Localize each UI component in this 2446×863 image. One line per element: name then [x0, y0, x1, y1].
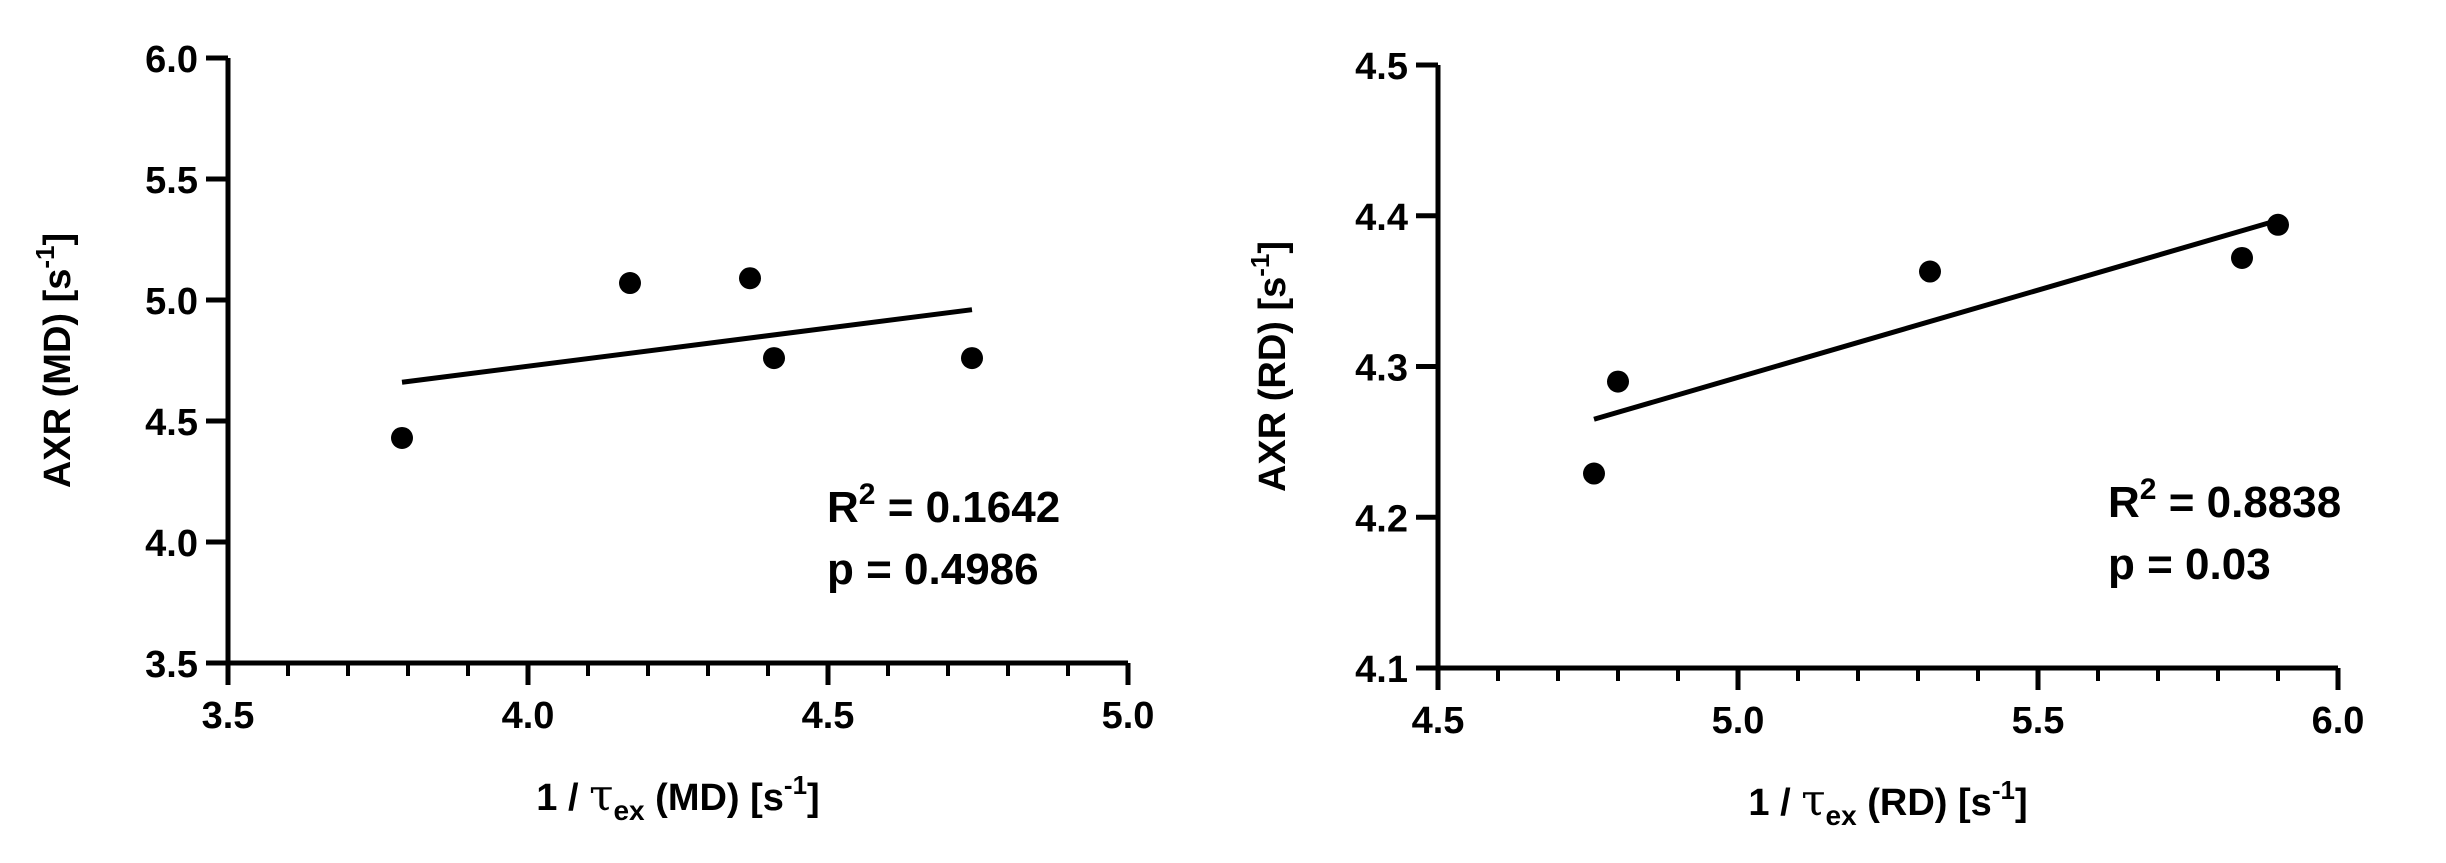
x-axis-label: 1 / τex (MD) [s-1]: [536, 770, 819, 826]
p-value-annotation: p = 0.03: [2108, 540, 2271, 589]
data-point: [2231, 246, 2253, 269]
y-tick-label: 5.5: [145, 160, 198, 202]
data-point: [1607, 370, 1629, 393]
x-tick-label: 4.5: [1412, 700, 1465, 742]
data-point: [1583, 462, 1605, 485]
y-tick-label: 4.3: [1355, 348, 1408, 390]
x-tick-label: 6.0: [2312, 700, 2365, 742]
x-tick-label: 4.0: [502, 695, 555, 737]
x-tick-label: 5.0: [1102, 695, 1155, 737]
chart-md: 3.5 4.0 4.5 5.0 5.5 6.0 3.5 4.0 4.5 5.0 1 / τex (M…: [30, 39, 1155, 826]
regression-line: [401, 307, 973, 385]
data-point: [961, 347, 983, 370]
x-axis-label: 1 / τex (RD) [s-1]: [1748, 775, 2027, 831]
x-tick-label: 4.5: [802, 695, 855, 737]
chart-rd: 4.1 4.2 4.3 4.4 4.5 4.5 5.0 5.5 6.0 1 / τex (RD) …: [1245, 46, 2365, 831]
y-tick-label: 4.2: [1355, 498, 1408, 540]
y-axis-label: AXR (MD) [s-1]: [30, 233, 79, 488]
data-point: [2267, 213, 2289, 236]
y-tick-label: 3.5: [145, 644, 198, 686]
p-value-annotation: p = 0.4986: [827, 545, 1039, 594]
y-tick-label: 5.0: [145, 281, 198, 323]
y-axis-label: AXR (RD) [s-1]: [1245, 241, 1294, 492]
r-squared-annotation: R2 = 0.8838: [2108, 473, 2341, 527]
y-tick-label: 4.4: [1355, 197, 1408, 239]
y-tick-label: 4.0: [145, 523, 198, 565]
data-point: [391, 426, 413, 449]
data-point: [739, 267, 761, 290]
x-tick-label: 3.5: [202, 695, 255, 737]
x-tick-label: 5.5: [2012, 700, 2065, 742]
y-tick-label: 4.5: [1355, 46, 1408, 88]
y-tick-label: 4.5: [145, 402, 198, 444]
data-point: [619, 272, 641, 295]
y-tick-label: 6.0: [145, 39, 198, 81]
y-tick-label: 4.1: [1355, 649, 1408, 691]
r-squared-annotation: R2 = 0.1642: [827, 478, 1060, 532]
regression-line: [1593, 217, 2279, 422]
data-point: [763, 347, 785, 370]
x-tick-label: 5.0: [1712, 700, 1765, 742]
chart-panel-rd: 4.1 4.2 4.3 4.4 4.5 4.5 5.0 5.5 6.0 1 / τex (RD) …: [1223, 0, 2446, 863]
data-point: [1919, 260, 1941, 283]
chart-panel-md: 3.5 4.0 4.5 5.0 5.5 6.0 3.5 4.0 4.5 5.0 1 / τex (M…: [30, 39, 1155, 826]
